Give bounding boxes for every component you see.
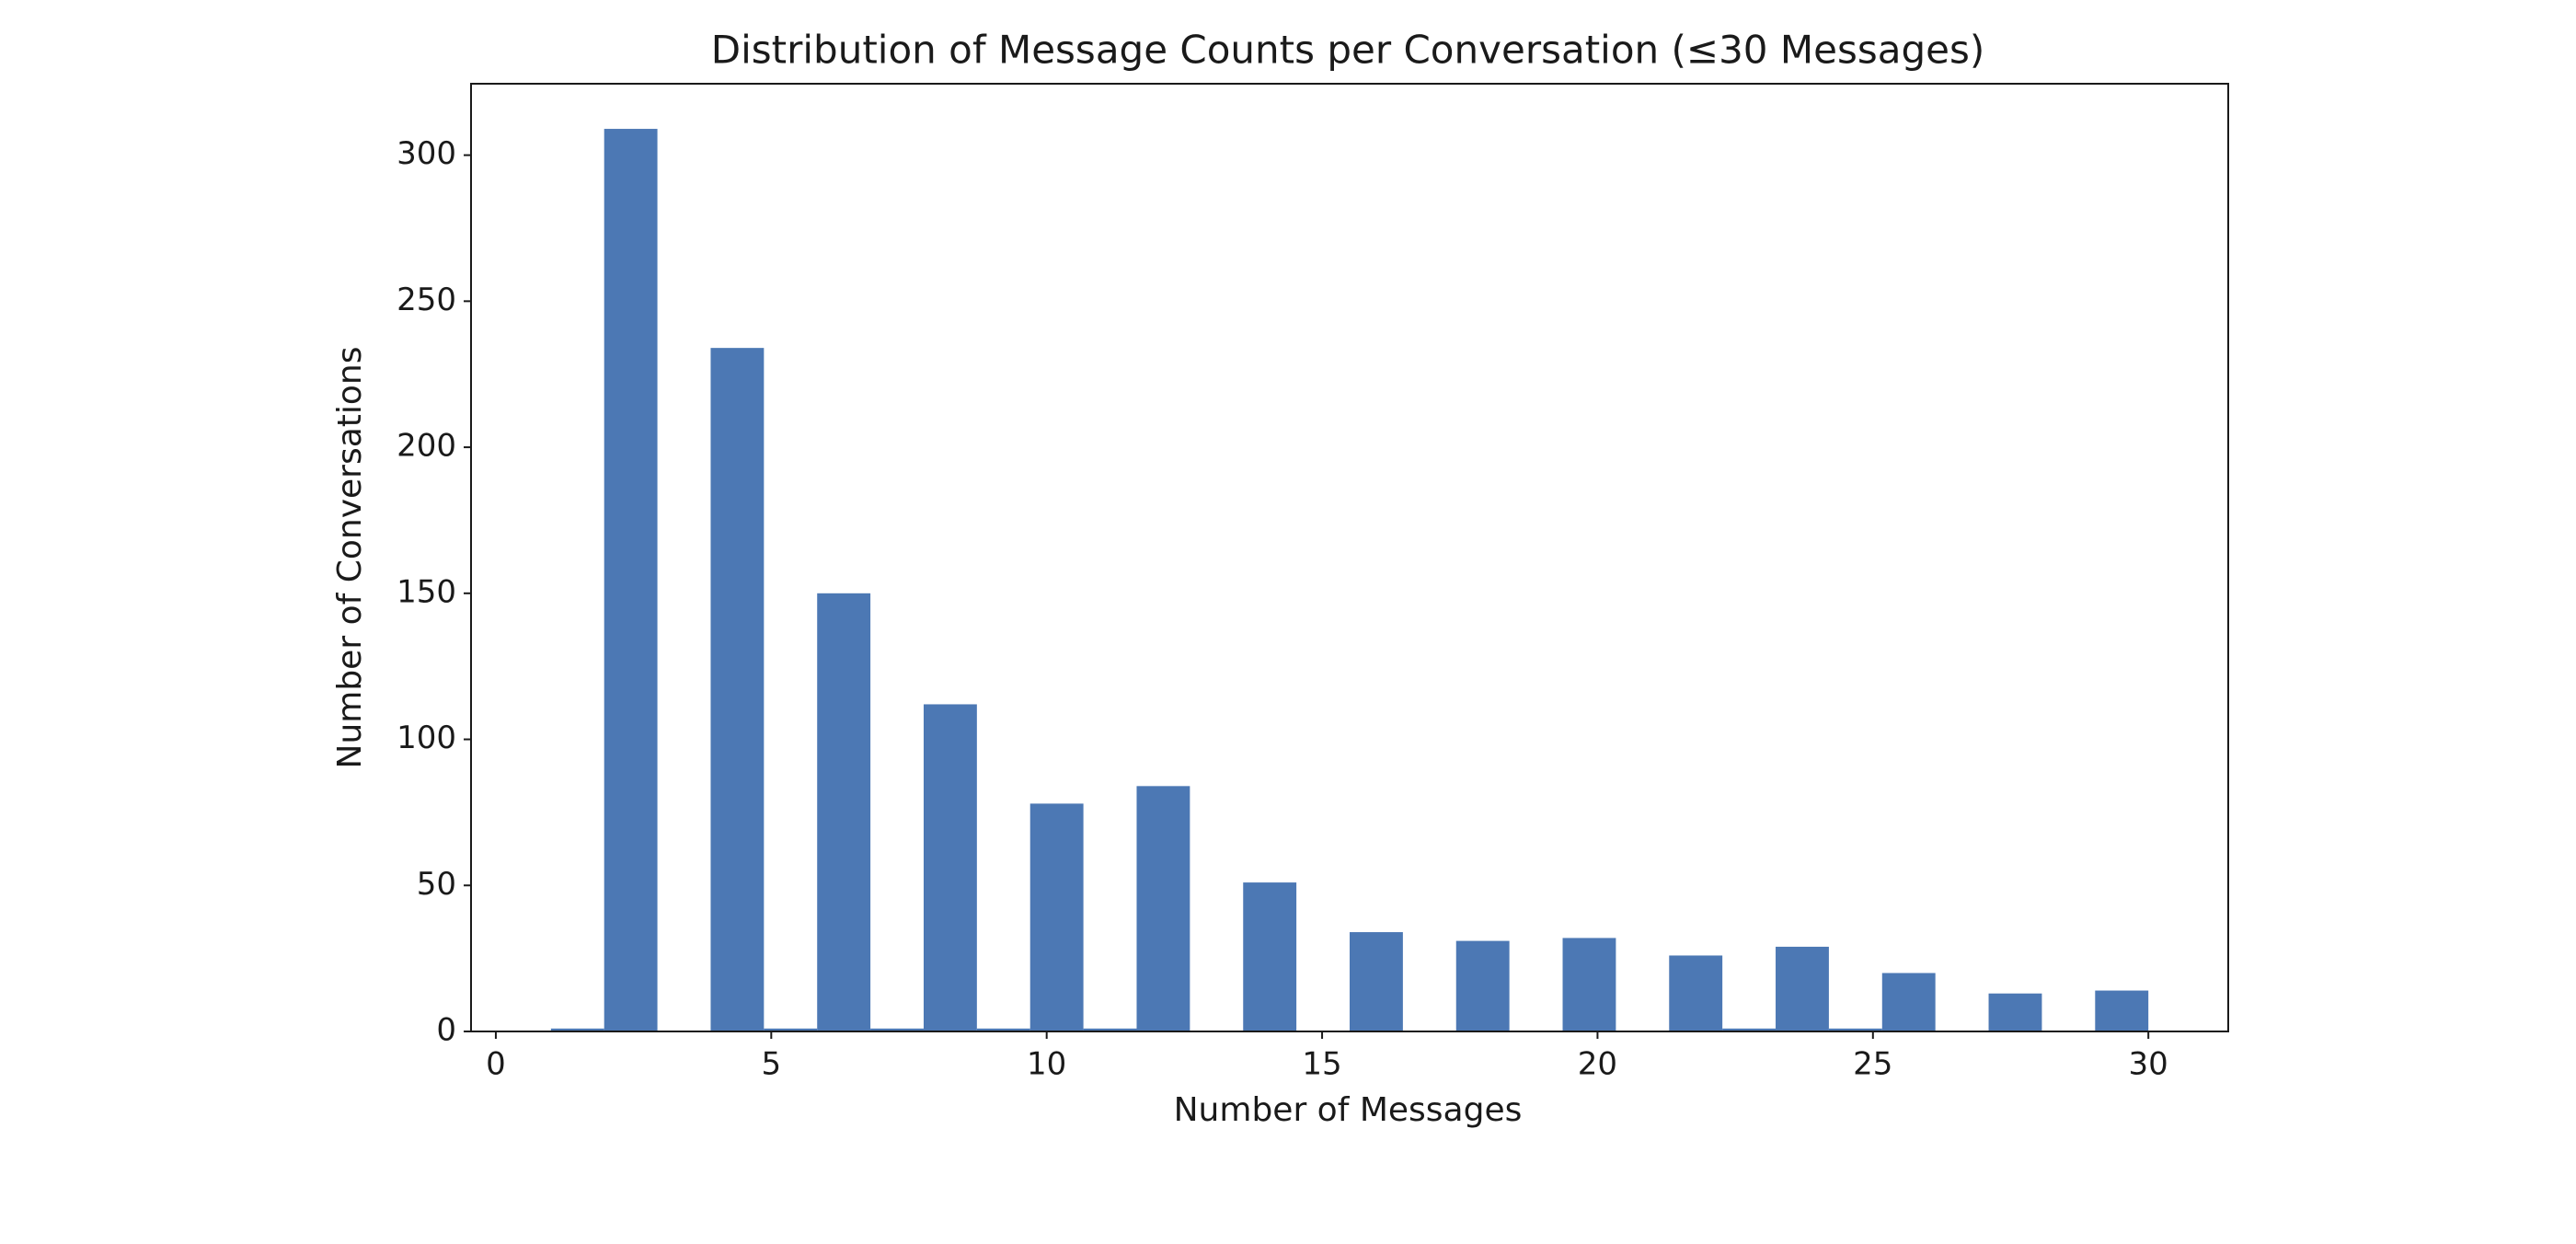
y-tick-label: 300 [397,135,456,172]
bar [1350,932,1403,1031]
plot-frame [470,83,2229,1032]
bar [1988,993,2042,1031]
x-tick-label: 0 [486,1046,506,1083]
bar [604,129,658,1032]
bar [1083,1028,1137,1031]
x-axis-label: Number of Messages [1174,1091,1523,1129]
y-tick-label: 100 [397,720,456,756]
bar [976,1028,1030,1031]
bar [1029,803,1084,1031]
y-tick-label: 200 [397,428,456,465]
x-tick-label: 25 [1853,1046,1892,1083]
x-tick-label: 20 [1578,1046,1617,1083]
bar [870,1028,924,1031]
bar [764,1028,818,1031]
y-axis-label: Number of Conversations [331,347,369,769]
bar [1243,882,1297,1031]
bar [923,704,977,1031]
bar [550,1028,604,1031]
x-tick-label: 30 [2129,1046,2168,1083]
bar [817,593,871,1031]
bar [1669,955,1723,1031]
bar [1722,1028,1777,1031]
bar [1562,938,1616,1031]
bar [2095,990,2149,1031]
y-tick-label: 150 [397,573,456,610]
bar [1136,786,1190,1031]
bar [1881,973,1936,1031]
x-tick-label: 10 [1027,1046,1066,1083]
y-tick-label: 50 [417,866,456,903]
bar [1776,946,1829,1031]
bar [1828,1028,1882,1031]
chart-title: Distribution of Message Counts per Conve… [711,28,1984,73]
x-tick-label: 5 [761,1046,781,1083]
bar [710,348,765,1032]
y-tick-label: 250 [397,282,456,318]
y-tick-label: 0 [436,1012,456,1049]
bar [1455,940,1510,1031]
x-tick-label: 15 [1302,1046,1341,1083]
